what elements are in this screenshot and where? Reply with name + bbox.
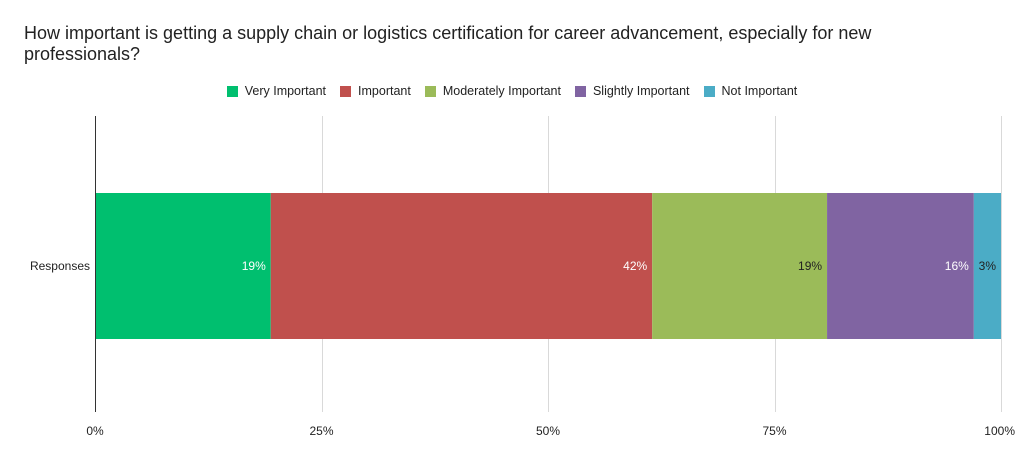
data-label: 16% — [945, 259, 969, 273]
x-tick-label: 50% — [536, 424, 560, 438]
x-tick-label: 0% — [86, 424, 104, 438]
legend-swatch — [703, 85, 715, 97]
data-label: 42% — [623, 259, 647, 273]
chart-legend: Very Important Important Moderately Import… — [0, 82, 1024, 100]
legend-label: Slightly Important — [592, 84, 690, 98]
bar-segment — [827, 193, 974, 339]
bar-segment — [270, 193, 653, 339]
legend-label: Very Important — [244, 84, 327, 98]
x-tick-label: 100% — [984, 424, 1015, 438]
data-label: 19% — [798, 259, 822, 273]
bar-segment — [95, 193, 271, 339]
data-label: 19% — [242, 259, 266, 273]
x-tick-label: 75% — [762, 424, 786, 438]
data-label: 3% — [979, 259, 997, 273]
legend-item[interactable]: Important — [340, 84, 411, 98]
legend-item[interactable]: Slightly Important — [574, 84, 690, 98]
bar-segment — [973, 193, 1001, 339]
legend-item[interactable]: Moderately Important — [424, 84, 561, 98]
category-label: Responses — [30, 259, 90, 273]
legend-swatch — [424, 85, 436, 97]
legend-swatch — [574, 85, 586, 97]
legend-item[interactable]: Not Important — [703, 84, 798, 98]
legend-item[interactable]: Very Important — [226, 84, 327, 98]
legend-label: Not Important — [721, 84, 798, 98]
legend-label: Moderately Important — [442, 84, 561, 98]
bar-segment — [652, 193, 828, 339]
chart-title: How important is getting a supply chain … — [24, 23, 872, 64]
legend-swatch — [340, 85, 352, 97]
x-tick-label: 25% — [309, 424, 333, 438]
legend-swatch — [226, 85, 238, 97]
legend-label: Important — [358, 84, 411, 98]
